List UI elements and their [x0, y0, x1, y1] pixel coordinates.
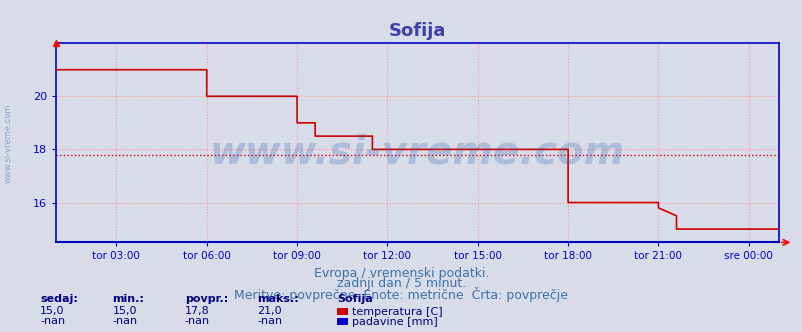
Text: -nan: -nan — [257, 316, 282, 326]
Text: www.si-vreme.com: www.si-vreme.com — [209, 134, 625, 172]
Text: Sofija: Sofija — [337, 294, 373, 304]
Text: 15,0: 15,0 — [112, 306, 137, 316]
Text: -nan: -nan — [112, 316, 137, 326]
Text: padavine [mm]: padavine [mm] — [351, 317, 437, 327]
Text: min.:: min.: — [112, 294, 144, 304]
Text: 15,0: 15,0 — [40, 306, 65, 316]
Text: -nan: -nan — [40, 316, 65, 326]
Text: zadnji dan / 5 minut.: zadnji dan / 5 minut. — [337, 277, 465, 290]
Text: Evropa / vremenski podatki.: Evropa / vremenski podatki. — [314, 267, 488, 280]
Title: Sofija: Sofija — [388, 22, 446, 40]
Text: sedaj:: sedaj: — [40, 294, 78, 304]
Text: 17,8: 17,8 — [184, 306, 209, 316]
Text: 21,0: 21,0 — [257, 306, 282, 316]
Text: maks.:: maks.: — [257, 294, 298, 304]
Text: povpr.:: povpr.: — [184, 294, 228, 304]
Text: -nan: -nan — [184, 316, 209, 326]
Text: temperatura [C]: temperatura [C] — [351, 307, 442, 317]
Text: Meritve: povprečne  Enote: metrične  Črta: povprečje: Meritve: povprečne Enote: metrične Črta:… — [234, 287, 568, 302]
Text: www.si-vreme.com: www.si-vreme.com — [4, 103, 13, 183]
